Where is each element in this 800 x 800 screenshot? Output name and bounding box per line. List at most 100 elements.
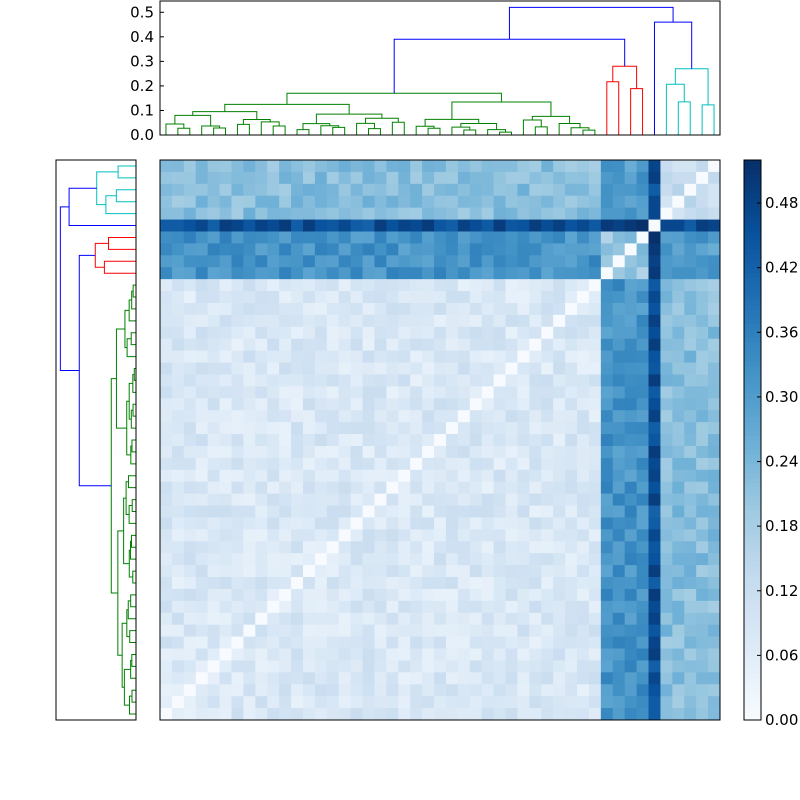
heatmap-cell xyxy=(505,600,518,614)
heatmap-cell xyxy=(160,469,173,483)
heatmap-cell xyxy=(410,624,423,638)
heatmap-cell xyxy=(195,588,209,602)
heatmap-cell xyxy=(553,326,566,340)
colorbar-segment xyxy=(744,706,761,712)
heatmap-cell xyxy=(672,529,685,542)
heatmap-cell xyxy=(600,207,614,221)
heatmap-cell xyxy=(267,660,280,673)
heatmap-cell xyxy=(314,636,328,650)
heatmap-cell xyxy=(291,374,304,387)
heatmap-cell xyxy=(326,243,340,256)
heatmap-cell xyxy=(374,255,387,268)
colorbar-segment xyxy=(744,598,761,604)
colorbar-segment xyxy=(744,542,761,548)
heatmap-cell xyxy=(207,696,221,709)
heatmap-cell xyxy=(171,195,185,209)
heatmap-cell xyxy=(672,648,685,661)
heatmap-cell xyxy=(636,219,650,232)
heatmap-cell xyxy=(183,338,197,352)
heatmap-cell xyxy=(457,410,471,423)
heatmap-cell xyxy=(648,445,661,459)
heatmap-cell xyxy=(577,565,590,578)
heatmap-cell xyxy=(160,553,173,566)
heatmap-cell xyxy=(565,600,578,614)
heatmap-cell xyxy=(553,708,566,721)
heatmap-cell xyxy=(505,422,518,435)
heatmap-cell xyxy=(684,684,697,697)
heatmap-cell xyxy=(517,553,530,566)
heatmap-cell xyxy=(600,624,614,638)
heatmap-cell xyxy=(445,708,459,721)
heatmap-cell xyxy=(374,660,387,673)
heatmap-cell xyxy=(398,588,411,602)
heatmap-cell xyxy=(505,541,518,554)
heatmap-cell xyxy=(457,612,471,626)
heatmap-cell xyxy=(648,398,661,411)
heatmap-cell xyxy=(469,469,483,483)
heatmap-cell xyxy=(565,660,578,673)
heatmap-cell xyxy=(660,243,673,256)
heatmap-cell xyxy=(386,672,399,685)
heatmap-cell xyxy=(481,410,495,423)
heatmap-cell xyxy=(291,386,304,399)
heatmap-cell xyxy=(636,529,650,542)
heatmap-cell xyxy=(160,398,173,411)
heatmap-cell xyxy=(243,660,256,673)
heatmap-cell xyxy=(171,422,185,435)
heatmap-cell xyxy=(577,469,590,483)
heatmap-cell xyxy=(255,279,268,292)
heatmap-cell xyxy=(302,326,316,340)
heatmap-cell xyxy=(267,171,280,185)
heatmap-cell xyxy=(302,624,316,638)
heatmap-cell xyxy=(624,183,638,197)
heatmap-cell xyxy=(302,434,316,447)
heatmap-cell xyxy=(291,457,304,471)
heatmap-cell xyxy=(577,183,590,197)
heatmap-cell xyxy=(183,469,197,483)
heatmap-cell xyxy=(636,338,650,352)
heatmap-cell xyxy=(612,541,626,554)
heatmap-cell xyxy=(529,553,542,566)
heatmap-cell xyxy=(219,505,232,518)
heatmap-cell xyxy=(577,291,590,304)
dendrogram-link-green xyxy=(224,103,350,115)
heatmap-cell xyxy=(708,350,721,364)
heatmap-cell xyxy=(243,565,256,578)
heatmap-cell xyxy=(350,457,364,471)
heatmap-cell xyxy=(350,207,364,221)
heatmap-cell xyxy=(326,279,340,292)
heatmap-cell xyxy=(243,636,256,650)
heatmap-cell xyxy=(529,207,542,221)
heatmap-cell xyxy=(708,362,721,375)
heatmap-cell xyxy=(660,231,673,244)
heatmap-cell xyxy=(207,326,221,340)
heatmap-cell xyxy=(481,267,495,280)
heatmap-cell xyxy=(445,565,459,578)
heatmap-cell xyxy=(541,291,554,304)
heatmap-cell xyxy=(684,505,697,518)
heatmap-cell xyxy=(553,612,566,626)
heatmap-cell xyxy=(314,410,328,423)
heatmap-cell xyxy=(481,350,495,364)
heatmap-cell xyxy=(696,469,709,483)
heatmap-cell xyxy=(195,350,209,364)
heatmap-cell xyxy=(588,267,602,280)
heatmap-cell xyxy=(612,505,626,518)
heatmap-cell xyxy=(445,267,459,280)
heatmap-cell xyxy=(434,469,447,483)
heatmap-cell xyxy=(624,505,638,518)
heatmap-cell xyxy=(160,279,173,292)
heatmap-cell xyxy=(517,195,530,209)
heatmap-cell xyxy=(493,624,507,638)
heatmap-cell xyxy=(636,243,650,256)
heatmap-cell xyxy=(314,624,328,638)
heatmap-cell xyxy=(648,291,661,304)
heatmap-cell xyxy=(398,160,411,173)
heatmap-cell xyxy=(517,660,530,673)
heatmap-cell xyxy=(660,457,673,471)
heatmap-cell xyxy=(279,171,292,185)
heatmap-cell xyxy=(219,445,232,459)
heatmap-cell xyxy=(493,577,507,590)
colorbar-segment xyxy=(744,234,761,240)
heatmap-cell xyxy=(160,672,173,685)
